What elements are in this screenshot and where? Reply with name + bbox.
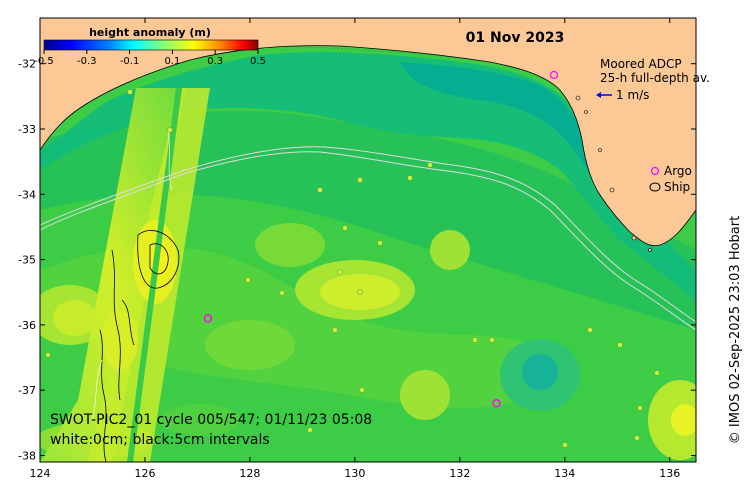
x-tick-label: 128 xyxy=(239,467,260,480)
adcp-scale-arrow-icon xyxy=(596,92,612,98)
colorbar: height anomaly (m) -0.5 -0.3 -0.1 0.1 0.3 0.5 xyxy=(34,26,266,67)
y-tick-label: -37 xyxy=(18,384,36,397)
x-tick-label: 124 xyxy=(30,467,51,480)
scatter-points xyxy=(45,89,660,448)
ship-legend-icon xyxy=(649,182,661,192)
isobath-lines xyxy=(40,146,696,331)
colorbar-tick-label: -0.3 xyxy=(77,56,97,67)
colorbar-ticks: -0.5 -0.3 -0.1 0.1 0.3 0.5 xyxy=(34,50,266,67)
x-tick-label: 136 xyxy=(659,467,680,480)
coastal-islands xyxy=(575,95,652,252)
y-tick-label: -33 xyxy=(18,123,36,136)
swot-caption-line1: SWOT-PIC2_01 cycle 005/547; 01/11/23 05:… xyxy=(50,412,372,428)
ship-legend-label: Ship xyxy=(664,180,690,194)
x-tick-label: 132 xyxy=(449,467,470,480)
swath-black-contours xyxy=(99,230,180,462)
swot-caption-line2: white:0cm; black:5cm intervals xyxy=(50,432,270,448)
x-tick-label: 130 xyxy=(344,467,365,480)
swot-swath xyxy=(40,88,210,462)
y-tick-label: -36 xyxy=(18,319,36,332)
colorbar-tick-label: -0.5 xyxy=(34,56,54,67)
map-date: 01 Nov 2023 xyxy=(466,30,565,46)
adcp-legend: Moored ADCP 25-h full-depth av. 1 m/s xyxy=(596,57,710,102)
x-axis: 124 126 128 130 132 134 136 xyxy=(30,18,680,480)
adcp-legend-subtitle: 25-h full-depth av. xyxy=(600,71,710,85)
argo-markers xyxy=(203,314,501,408)
colorbar-tick-label: 0.1 xyxy=(164,56,180,67)
y-tick-label: -32 xyxy=(18,58,36,71)
x-tick-label: 134 xyxy=(554,467,575,480)
argo-legend-icon xyxy=(650,166,660,176)
y-tick-label: -38 xyxy=(18,449,36,462)
plot-frame xyxy=(39,17,697,463)
colorbar-tick-label: -0.1 xyxy=(120,56,140,67)
colorbar-tick-label: 0.3 xyxy=(207,56,223,67)
y-tick-label: -35 xyxy=(18,254,36,267)
argo-legend-label: Argo xyxy=(664,164,692,178)
argo-float-marker xyxy=(492,399,501,408)
y-tick-label: -34 xyxy=(18,188,36,201)
adcp-mooring-marker xyxy=(549,70,559,80)
colorbar-title: height anomaly (m) xyxy=(89,26,211,39)
credit-text: © IMOS 02-Sep-2025 23:03 Hobart xyxy=(728,216,743,444)
colorbar-tick-label: 0.5 xyxy=(250,56,266,67)
adcp-legend-title: Moored ADCP xyxy=(600,57,682,71)
platform-legend: Argo Ship xyxy=(649,164,692,194)
x-tick-label: 126 xyxy=(134,467,155,480)
swath-white-contours xyxy=(91,129,173,421)
y-axis: -32 -33 -34 -35 -36 -37 -38 xyxy=(18,58,696,462)
argo-float-marker xyxy=(203,314,213,323)
adcp-scale-label: 1 m/s xyxy=(616,88,649,102)
colorbar-ramp xyxy=(43,39,259,51)
